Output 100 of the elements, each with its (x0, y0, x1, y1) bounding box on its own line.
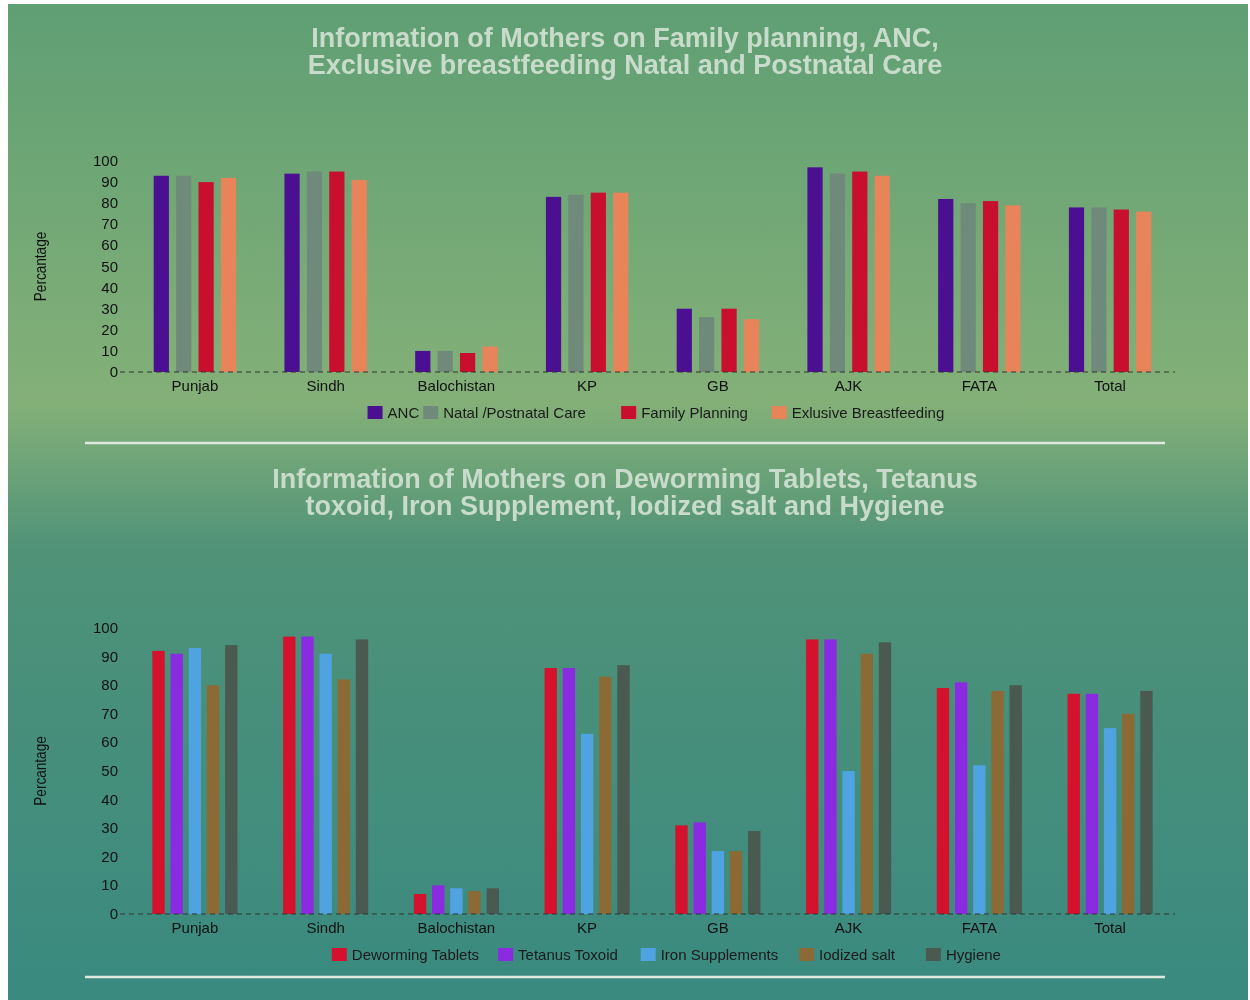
x-tick-label: KP (577, 919, 598, 936)
bar (306, 171, 323, 372)
bar (936, 688, 950, 914)
bar (954, 682, 968, 914)
bar (1140, 690, 1153, 914)
bar (599, 676, 612, 914)
bar (693, 822, 706, 914)
legend-label: Family Planning (641, 404, 748, 421)
bar (283, 636, 296, 914)
bar (580, 733, 594, 914)
y-tick-label: 60 (101, 236, 118, 254)
bar (748, 831, 761, 914)
bar (1067, 693, 1080, 914)
bar (1068, 207, 1085, 372)
bar (590, 192, 606, 372)
y-tick-label: 10 (101, 876, 118, 894)
bar (991, 690, 1004, 914)
bar (1113, 209, 1129, 372)
bar (617, 665, 630, 914)
legend-label: Tetanus Toxoid (518, 946, 618, 963)
x-tick-label: AJK (834, 919, 863, 936)
bar (545, 196, 562, 372)
x-tick-label: Sindh (306, 377, 345, 394)
bar (1136, 211, 1152, 372)
legend-label: ANC (387, 404, 420, 421)
bar (153, 175, 169, 372)
bar (842, 771, 855, 914)
bar (852, 171, 868, 372)
bar (152, 650, 165, 914)
y-tick-label: 90 (101, 173, 118, 191)
x-tick-label: Total (1094, 919, 1126, 936)
y-axis-title: Percantage (30, 231, 50, 302)
y-axis-title: Percantage (30, 736, 50, 806)
x-tick-label: FATA (961, 377, 997, 394)
x-tick-label: Total (1094, 377, 1126, 394)
x-tick-label: AJK (834, 377, 863, 394)
x-tick-label: FATA (961, 919, 997, 936)
bar (355, 639, 369, 914)
y-tick-label: 80 (101, 676, 118, 694)
bar (743, 319, 760, 372)
bar (225, 645, 238, 914)
legend-label: Iron Supplements (660, 946, 779, 963)
bar (329, 171, 345, 372)
bar (198, 182, 214, 372)
y-tick-label: 70 (101, 215, 118, 233)
bar (1122, 713, 1135, 914)
bar (1009, 685, 1022, 914)
bar (878, 642, 892, 914)
bar (170, 653, 183, 914)
y-tick-label: 100 (92, 619, 118, 636)
bar (807, 167, 823, 372)
bar (482, 346, 498, 372)
y-tick-label: 30 (101, 299, 118, 317)
bar (699, 317, 715, 372)
bar (437, 350, 453, 372)
y-tick-label: 20 (101, 320, 118, 338)
bar (675, 825, 688, 914)
y-tick-label: 60 (101, 733, 118, 751)
y-tick-label: 90 (101, 647, 118, 665)
bar (319, 653, 332, 914)
y-tick-label: 40 (101, 790, 118, 808)
x-tick-label: GB (707, 377, 729, 394)
x-tick-label: Punjab (171, 377, 219, 394)
y-tick-label: 30 (101, 819, 118, 837)
y-tick-label: 10 (101, 341, 118, 359)
bar (176, 175, 192, 372)
bar (938, 198, 954, 372)
bar (468, 891, 481, 914)
x-tick-label: Balochistan (417, 377, 496, 394)
bar (562, 668, 576, 914)
y-tick-label: 100 (92, 152, 118, 169)
chart-title: Information of Mothers on Deworming Tablets, Tetanus toxoid, Iron Supplement, Iodized salt and Hygiene (272, 464, 978, 521)
bar (960, 203, 976, 372)
bar (188, 648, 202, 914)
x-tick-label: KP (577, 377, 598, 394)
bar (413, 893, 427, 914)
y-tick-label: 40 (101, 278, 118, 296)
bar (568, 194, 584, 372)
legend-label: Deworming Tablets (351, 946, 480, 963)
y-tick-label: 0 (109, 363, 118, 380)
bar (982, 201, 999, 372)
chart-title: Information of Mothers on Family planning, ANC, Exclusive breastfeeding Natal and Postnatal Care (307, 23, 943, 80)
x-tick-label: Punjab (171, 919, 219, 936)
bar (874, 175, 890, 372)
bar (824, 639, 837, 914)
legend-label: Natal /Postnatal Care (443, 404, 586, 421)
bar (544, 668, 557, 914)
y-tick-label: 80 (101, 194, 118, 212)
bar (459, 353, 476, 372)
bar (711, 851, 725, 914)
bar (613, 192, 629, 372)
bar (337, 679, 351, 914)
bar (486, 888, 499, 914)
bar (351, 179, 367, 372)
bar (860, 653, 873, 914)
y-tick-label: 20 (101, 847, 118, 865)
bar (1103, 728, 1117, 914)
bar (676, 308, 692, 372)
legend-label: Exlusive Breastfeeding (791, 404, 945, 421)
bar (1085, 693, 1099, 914)
